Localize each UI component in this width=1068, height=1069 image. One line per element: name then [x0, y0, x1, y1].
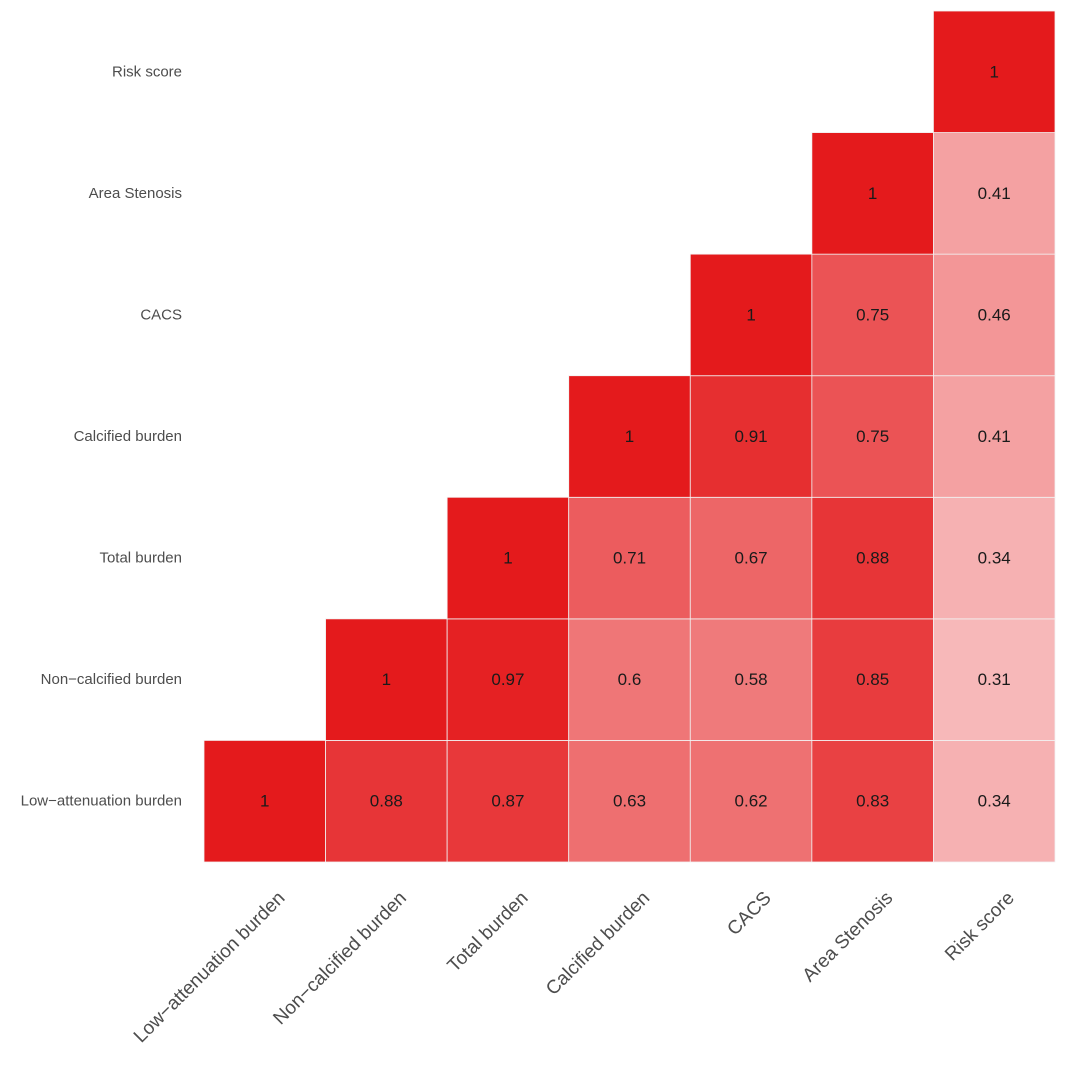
- cell-value-label: 0.75: [856, 427, 889, 446]
- x-tick-label-cacs: CACS: [723, 888, 775, 940]
- x-tick-label-low-attenuation-burden: Low−attenuation burden: [130, 888, 289, 1047]
- y-tick-label-total-burden: Total burden: [99, 550, 182, 567]
- heatmap-cell: [689, 496, 813, 620]
- x-tick-label-area-stenosis: Area Stenosis: [799, 888, 897, 986]
- cell-value-label: 0.71: [613, 549, 646, 568]
- heatmap-cell: [933, 496, 1056, 620]
- cell-value-label: 0.6: [618, 670, 642, 689]
- cell-value-label: 0.34: [978, 549, 1011, 568]
- cell-value-label: 0.58: [735, 670, 768, 689]
- cell-value-label: 0.87: [491, 792, 524, 811]
- y-tick-label-non-calcified-burden: Non−calcified burden: [41, 671, 182, 688]
- cell-value-label: 1: [625, 427, 634, 446]
- heatmap-cell: [933, 132, 1056, 255]
- cell-value-label: 0.88: [370, 792, 403, 811]
- heatmap-cell: [325, 740, 448, 863]
- x-tick-label-risk-score: Risk score: [941, 888, 1019, 966]
- heatmap-cell: [446, 618, 570, 741]
- heatmap-cell: [568, 375, 691, 498]
- cell-value-label: 1: [260, 792, 269, 811]
- heatmap-cell: [933, 618, 1056, 741]
- heatmap-cell: [203, 740, 326, 863]
- cell-value-label: 0.31: [978, 670, 1011, 689]
- heatmap-cell: [568, 618, 691, 741]
- heatmap-cell: [811, 496, 934, 620]
- cell-value-label: 1: [868, 184, 877, 203]
- cell-value-label: 0.63: [613, 792, 646, 811]
- y-tick-label-risk-score: Risk score: [112, 63, 182, 80]
- cell-value-label: 1: [382, 670, 391, 689]
- cell-value-label: 1: [503, 549, 512, 568]
- heatmap-cell: [568, 496, 691, 620]
- cells-layer: 1 0.88 0.87 0.63 0.62 0.83 0.34 1 0.97 0.6 0.58 0.8…: [203, 10, 1056, 863]
- cell-value-label: 0.91: [735, 427, 768, 446]
- cell-value-label: 0.34: [978, 792, 1011, 811]
- y-tick-label-cacs: CACS: [140, 306, 182, 323]
- cell-value-label: 0.62: [735, 792, 768, 811]
- cell-value-label: 1: [746, 305, 755, 324]
- heatmap-cell: [811, 618, 934, 741]
- cell-value-label: 0.88: [856, 549, 889, 568]
- cell-value-label: 0.67: [735, 549, 768, 568]
- cell-value-label: 0.85: [856, 670, 889, 689]
- heatmap-cell: [689, 740, 813, 863]
- heatmap-cell: [689, 253, 813, 377]
- row-labels: Low−attenuation burden Non−calcified burd…: [21, 63, 182, 809]
- heatmap-cell: [933, 10, 1056, 133]
- y-tick-label-area-stenosis: Area Stenosis: [89, 185, 182, 202]
- cell-value-label: 0.97: [491, 670, 524, 689]
- heatmap-cell: [689, 375, 813, 498]
- y-tick-label-low-attenuation-burden: Low−attenuation burden: [21, 793, 182, 810]
- heatmap-cell: [933, 253, 1056, 377]
- cell-value-label: 0.46: [978, 305, 1011, 324]
- cell-value-label: 0.41: [978, 427, 1011, 446]
- cell-value-label: 0.41: [978, 184, 1011, 203]
- cell-value-label: 1: [989, 62, 998, 81]
- heatmap-cell: [325, 618, 448, 741]
- cell-value-label: 0.83: [856, 792, 889, 811]
- heatmap-cell: [446, 496, 570, 620]
- heatmap-cell: [811, 375, 934, 498]
- heatmap-cell: [568, 740, 691, 863]
- cell-value-label: 0.75: [856, 305, 889, 324]
- x-tick-label-calcified-burden: Calcified burden: [542, 888, 654, 1000]
- y-tick-label-calcified-burden: Calcified burden: [74, 428, 182, 445]
- x-tick-label-total-burden: Total burden: [444, 888, 533, 977]
- x-tick-label-non-calcified-burden: Non−calcified burden: [269, 888, 410, 1029]
- heatmap-cell: [933, 740, 1056, 863]
- heatmap-cell: [811, 740, 934, 863]
